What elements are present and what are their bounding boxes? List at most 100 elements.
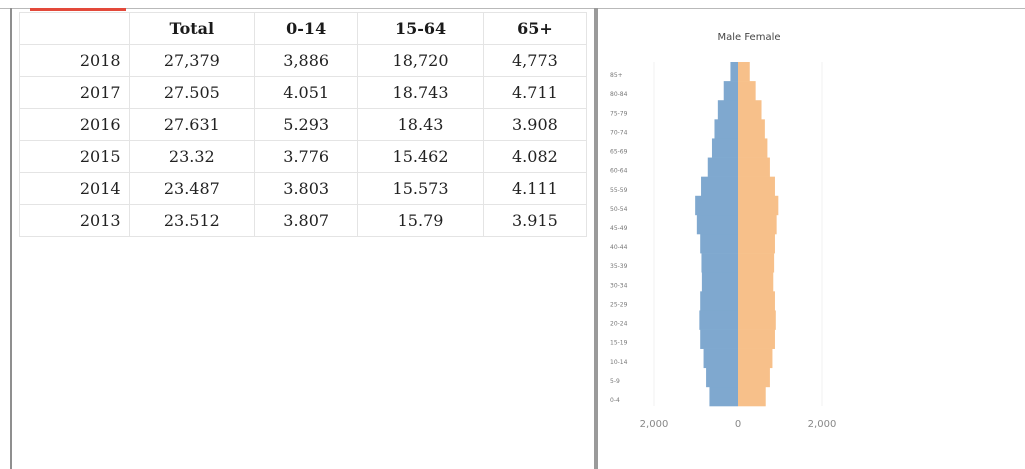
male-bar xyxy=(723,81,738,101)
age-label: 80-84 xyxy=(610,91,628,98)
header-cell-65-plus: 65+ xyxy=(482,12,588,45)
table-row: 2013 23.512 3.807 15.79 3.915 xyxy=(19,204,588,237)
male-bar xyxy=(711,138,738,158)
female-bar xyxy=(738,234,775,254)
age-label: 25-29 xyxy=(610,301,628,308)
age-label: 85+ xyxy=(610,72,623,79)
age-65-plus-cell: 3.915 xyxy=(482,204,588,237)
age-65-plus-cell: 4.711 xyxy=(482,76,588,109)
x-tick-label: 2,000 xyxy=(640,419,669,430)
population-pyramid-chart: Male Female 0-4 5-9 10-14 15-19 20-24 25-29 30… xyxy=(610,32,837,430)
population-pyramid-panel: Male Female 0-4 5-9 10-14 15-19 20-24 25-29 30… xyxy=(604,12,1025,469)
female-bar xyxy=(738,310,776,330)
female-bar xyxy=(738,253,775,273)
age-65-plus-cell: 4,773 xyxy=(482,44,588,77)
male-bar xyxy=(709,386,738,407)
male-bar xyxy=(701,253,738,273)
age-15-64-cell: 15.462 xyxy=(357,140,484,173)
age-0-14-cell: 5.293 xyxy=(254,108,359,141)
age-0-14-cell: 4.051 xyxy=(254,76,359,109)
year-cell: 2018 xyxy=(19,44,130,77)
table-row: 2018 27,379 3,886 18,720 4,773 xyxy=(19,44,588,77)
total-cell: 23.487 xyxy=(128,172,256,205)
table-row: 2014 23.487 3.803 15.573 4.111 xyxy=(19,172,588,205)
x-tick-label: 2,000 xyxy=(808,419,837,430)
year-cell: 2015 xyxy=(19,140,130,173)
female-bar xyxy=(738,272,774,292)
male-bar xyxy=(701,272,738,292)
age-15-64-cell: 15.573 xyxy=(357,172,484,205)
age-0-14-cell: 3,886 xyxy=(254,44,359,77)
bars xyxy=(695,62,779,407)
male-bar xyxy=(714,119,738,139)
age-label: 10-14 xyxy=(610,359,628,366)
table-row: 2015 23.32 3.776 15.462 4.082 xyxy=(19,140,588,173)
age-label: 70-74 xyxy=(610,129,628,136)
male-bar xyxy=(700,234,738,254)
female-bar xyxy=(738,100,762,120)
female-bar xyxy=(738,81,756,101)
female-bar xyxy=(738,329,775,349)
age-label: 55-59 xyxy=(610,187,628,194)
table-row: 2016 27.631 5.293 18.43 3.908 xyxy=(19,108,588,141)
table-header-row: Total 0-14 15-64 65+ xyxy=(19,12,588,45)
age-label: 50-54 xyxy=(610,206,628,213)
male-bar xyxy=(730,62,738,82)
age-15-64-cell: 18,720 xyxy=(357,44,484,77)
female-bar xyxy=(738,119,765,139)
panel-divider xyxy=(594,8,598,469)
table-row: 2017 27.505 4.051 18.743 4.711 xyxy=(19,76,588,109)
total-cell: 27.505 xyxy=(128,76,256,109)
female-bar xyxy=(738,291,775,311)
male-bar xyxy=(700,329,738,349)
male-bar xyxy=(695,195,738,216)
age-0-14-cell: 3.803 xyxy=(254,172,359,205)
male-bar xyxy=(703,348,738,369)
left-border xyxy=(10,8,12,469)
age-label: 40-44 xyxy=(610,244,628,251)
age-65-plus-cell: 4.111 xyxy=(482,172,588,205)
female-bar xyxy=(738,138,768,158)
age-label: 45-49 xyxy=(610,225,628,232)
total-cell: 27.631 xyxy=(128,108,256,141)
top-rule xyxy=(0,8,1025,9)
header-cell-blank xyxy=(19,12,130,45)
age-label: 65-69 xyxy=(610,149,628,156)
age-label: 20-24 xyxy=(610,321,628,328)
female-bar xyxy=(738,214,777,235)
age-label: 0-4 xyxy=(610,397,620,404)
red-underline-mark xyxy=(30,8,126,11)
year-cell: 2017 xyxy=(19,76,130,109)
year-cell: 2016 xyxy=(19,108,130,141)
header-cell-15-64: 15-64 xyxy=(357,12,484,45)
total-cell: 27,379 xyxy=(128,44,256,77)
male-bar xyxy=(700,291,738,311)
year-cell: 2014 xyxy=(19,172,130,205)
header-cell-0-14: 0-14 xyxy=(254,12,359,45)
female-bar xyxy=(738,367,770,388)
male-bar xyxy=(699,310,738,330)
age-label: 15-19 xyxy=(610,340,628,347)
x-tick-labels: 2,000 0 2,000 xyxy=(640,419,837,430)
female-bar xyxy=(738,386,766,407)
female-bar xyxy=(738,195,779,216)
male-bar xyxy=(696,214,738,235)
female-bar xyxy=(738,176,775,197)
age-65-plus-cell: 4.082 xyxy=(482,140,588,173)
total-cell: 23.512 xyxy=(128,204,256,237)
female-bar xyxy=(738,348,773,369)
age-0-14-cell: 3.807 xyxy=(254,204,359,237)
chart-title: Male Female xyxy=(717,32,780,43)
age-15-64-cell: 18.743 xyxy=(357,76,484,109)
male-bar xyxy=(701,176,738,197)
female-bar xyxy=(738,157,770,177)
age-label: 75-79 xyxy=(610,110,628,117)
population-table: Total 0-14 15-64 65+ 2018 27,379 3,886 1… xyxy=(19,12,588,237)
male-bar xyxy=(707,157,738,177)
age-labels: 0-4 5-9 10-14 15-19 20-24 25-29 30-34 35-39 40-4… xyxy=(610,72,628,404)
age-15-64-cell: 18.43 xyxy=(357,108,484,141)
age-label: 30-34 xyxy=(610,282,628,289)
male-bar xyxy=(717,100,738,120)
age-label: 5-9 xyxy=(610,378,620,385)
year-cell: 2013 xyxy=(19,204,130,237)
